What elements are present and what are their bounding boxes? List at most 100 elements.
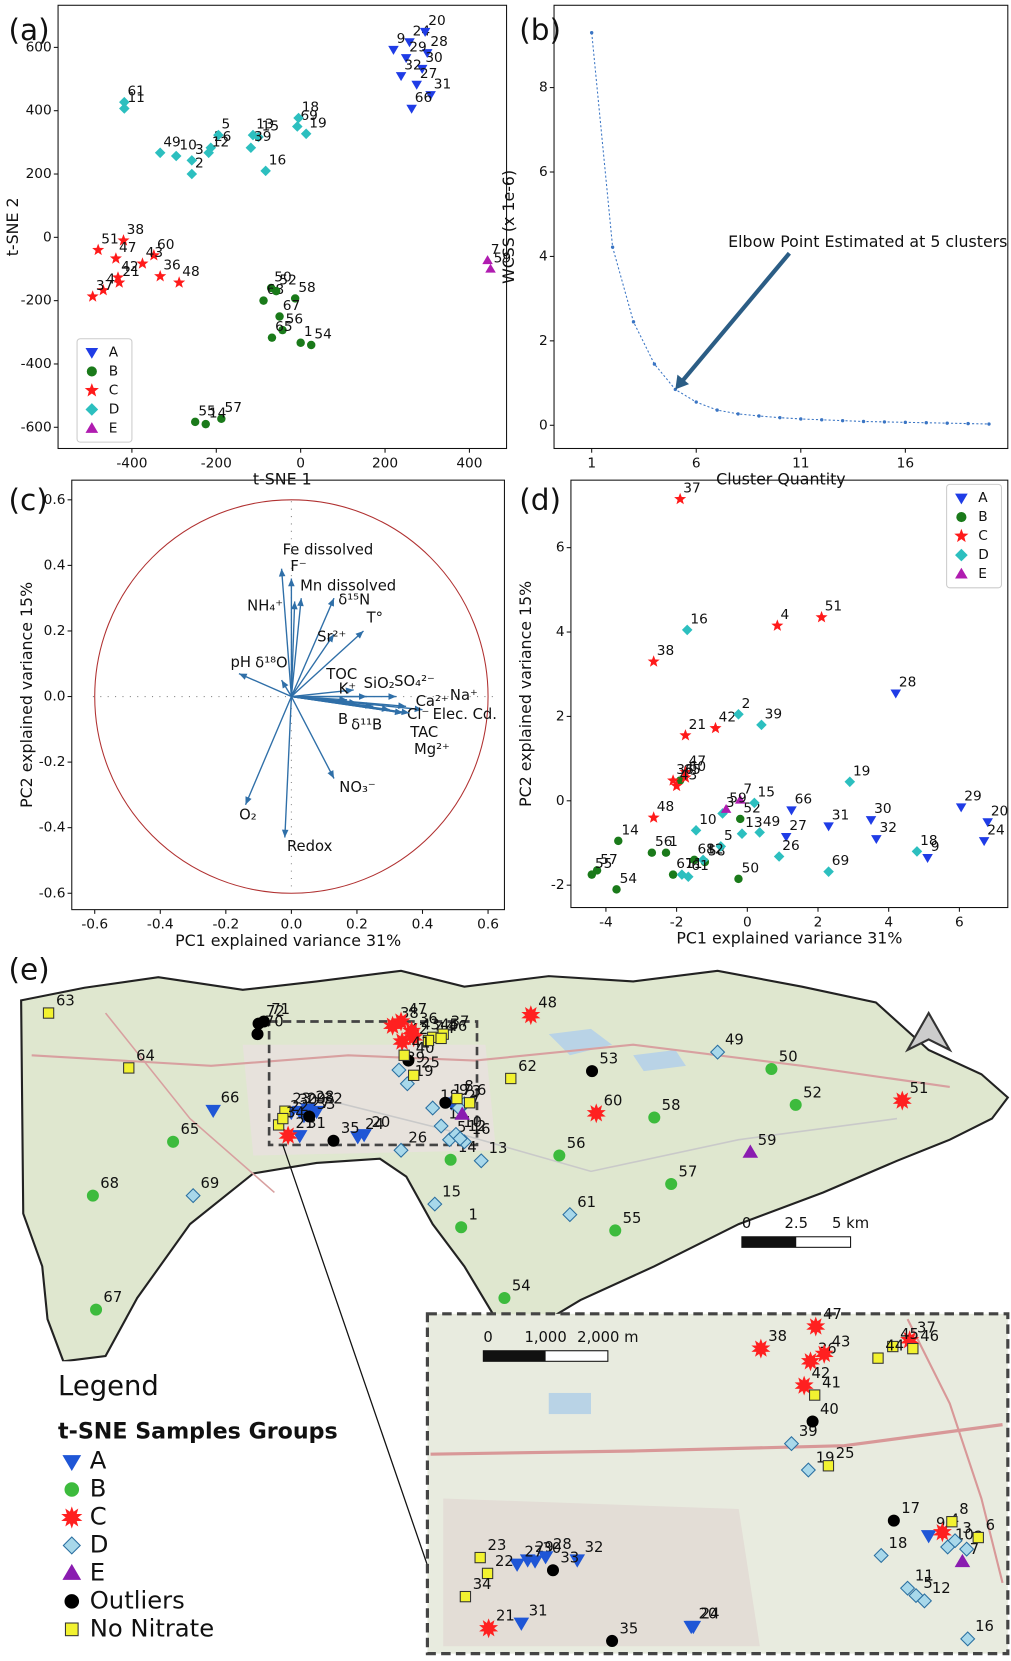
scale-bar-fill [742, 1237, 796, 1248]
loading-arrow [282, 569, 292, 697]
map-point [43, 1008, 53, 1018]
point-label: 19 [853, 763, 870, 779]
loading-label: SiO₂ [364, 675, 395, 692]
line-point [653, 362, 656, 365]
point-label: 2 [742, 696, 751, 712]
y-axis-label: PC2 explained variance 15% [17, 582, 36, 808]
legend-label: D [109, 401, 120, 417]
map-point-label: 17 [901, 1500, 920, 1517]
line-point [966, 422, 969, 425]
line-point [862, 420, 865, 423]
point-label: 16 [690, 611, 707, 627]
x-tick-label: 1 [587, 455, 596, 471]
panel-label: (e) [8, 952, 49, 986]
line-point [778, 416, 781, 419]
point-label: 19 [309, 115, 326, 131]
legend-label: C [109, 382, 119, 398]
point-label: 43 [680, 767, 697, 783]
y-tick-label: 0 [556, 793, 565, 809]
x-tick-label: -0.6 [81, 916, 108, 932]
y-tick-label: 8 [539, 80, 548, 96]
map-point [547, 1565, 558, 1576]
loading-arrowhead [288, 579, 295, 587]
map-point-label: 12 [468, 1118, 487, 1135]
loading-label: δ¹⁸O [255, 654, 287, 671]
loading-label: Elec. Cd. [433, 706, 497, 723]
loading-arrow [291, 697, 334, 779]
point-label: 58 [298, 280, 315, 296]
map-point [475, 1552, 485, 1562]
map-point-label: 32 [585, 1539, 604, 1556]
legend-label: No Nitrate [90, 1613, 214, 1642]
y-axis-label: PC2 explained variance 15% [516, 581, 535, 807]
point-label: 54 [620, 871, 637, 887]
map-point-label: 24 [365, 1116, 384, 1133]
map-point [252, 1029, 263, 1040]
map-point-label: 8 [959, 1501, 968, 1518]
x-tick-label: 0.4 [412, 916, 434, 932]
map-point [91, 1304, 102, 1315]
point-label: 4 [781, 607, 790, 623]
map-point [409, 1070, 419, 1080]
line-point [945, 421, 948, 424]
point-label: 55 [595, 856, 612, 872]
map-point-label: 15 [442, 1183, 461, 1200]
point-label: 5 [724, 828, 733, 844]
x-tick-label: 6 [692, 455, 701, 471]
map-point-label: 67 [103, 1289, 122, 1306]
data-point [866, 816, 877, 825]
loading-label: δ¹¹B [351, 716, 382, 733]
map-point-label: 58 [662, 1097, 681, 1114]
loading-label: Redox [287, 838, 333, 855]
map-point-label: 33 [317, 1096, 336, 1113]
map-point-label: 70 [265, 1014, 284, 1031]
map-point-label: 46 [449, 1018, 468, 1035]
page: (e) Legend t-SNE Samples Groups -400-200… [0, 0, 1011, 1661]
map-point-label: 33 [560, 1550, 579, 1567]
loading-label: T° [366, 609, 383, 626]
line-point [757, 414, 760, 417]
map-point [464, 1098, 474, 1108]
legend-marker [956, 512, 966, 522]
annotation-arrow [681, 253, 790, 383]
x-tick-label: -4 [599, 914, 613, 930]
loading-label: O₂ [239, 806, 257, 823]
map-point [452, 1093, 462, 1103]
legend-label: D [978, 547, 989, 563]
map-point-label: 49 [725, 1031, 744, 1048]
map-point-label: 62 [518, 1058, 537, 1075]
map-point [973, 1532, 983, 1542]
map-point [766, 1064, 777, 1075]
map-point [607, 1635, 618, 1646]
legend-label: C [90, 1501, 107, 1530]
map-point-label: 53 [599, 1050, 618, 1067]
loading-arrowhead [279, 569, 286, 577]
annotation: Elbow Point Estimated at 5 clusters [728, 232, 1007, 251]
map-point-label: 41 [412, 1035, 431, 1052]
point-label: 50 [742, 860, 759, 876]
map-point [456, 1222, 467, 1233]
legend-marker [65, 1483, 79, 1497]
point-label: 36 [163, 258, 180, 274]
point-label: 65 [275, 319, 292, 335]
map-point [908, 1343, 918, 1353]
line-point [904, 421, 907, 424]
map-point-label: 54 [512, 1277, 531, 1294]
y-tick-label: 0 [43, 229, 52, 245]
line-point [987, 422, 990, 425]
y-tick-label: -400 [21, 356, 52, 372]
y-tick-label: -600 [21, 419, 52, 435]
loading-arrowhead [282, 680, 289, 688]
line-point [590, 31, 593, 34]
panel-label: (d) [519, 483, 561, 517]
loading-label: TAC [409, 724, 438, 741]
map-point [873, 1353, 883, 1363]
line-point [632, 320, 635, 323]
y-tick-label: 400 [26, 103, 52, 119]
point-label: 9 [397, 31, 406, 47]
line-point [841, 419, 844, 422]
x-axis-label: PC1 explained variance 31% [676, 929, 902, 948]
axes-frame [554, 5, 1008, 448]
line-point [695, 400, 698, 403]
point-label: 29 [409, 39, 426, 55]
